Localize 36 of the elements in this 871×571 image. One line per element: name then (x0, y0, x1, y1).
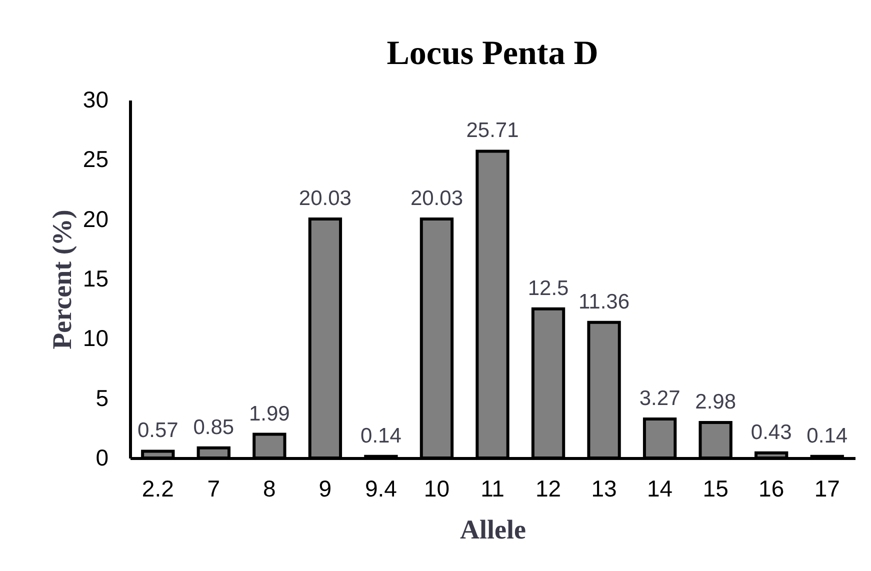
x-tick-label: 7 (207, 476, 220, 502)
data-label: 0.85 (193, 416, 234, 439)
y-tick-label: 5 (96, 384, 108, 411)
y-tick-label: 15 (82, 266, 108, 292)
data-label: 20.03 (410, 186, 464, 210)
x-tick-label: 2.2 (142, 476, 174, 502)
x-tick-label: 9 (318, 476, 332, 502)
x-tick-label: 8 (263, 476, 276, 502)
data-label: 0.57 (137, 419, 178, 442)
x-tick-label: 14 (647, 476, 673, 502)
x-tick-label: 16 (758, 476, 784, 502)
y-tick-label: 30 (82, 86, 108, 112)
y-axis-title: Percent (%) (46, 210, 77, 350)
data-label: 0.43 (750, 420, 792, 444)
y-tick-label: 20 (82, 206, 108, 232)
data-label: 2.98 (695, 390, 736, 414)
chart-title: Locus Penta D (386, 35, 598, 72)
data-label: 0.14 (360, 424, 402, 448)
x-tick-label: 9.4 (364, 476, 398, 502)
data-label: 0.14 (806, 424, 848, 448)
x-tick-label: 12 (535, 476, 562, 502)
x-tick-label: 10 (424, 476, 450, 502)
data-label: 11.36 (578, 290, 630, 314)
data-label: 20.03 (298, 186, 352, 210)
data-label: 25.71 (466, 119, 519, 142)
y-tick-label: 0 (96, 444, 108, 470)
x-tick-label: 13 (591, 476, 617, 502)
x-tick-label: 15 (702, 476, 728, 502)
y-tick-label: 10 (82, 325, 108, 352)
y-tick-label: 25 (82, 146, 108, 172)
x-tick-label: 11 (480, 476, 504, 502)
data-label: 1.99 (248, 402, 290, 426)
x-axis-title: Allele (460, 514, 526, 544)
data-label: 12.5 (528, 276, 569, 300)
x-tick-label: 17 (814, 476, 840, 502)
data-label: 3.27 (639, 386, 680, 410)
